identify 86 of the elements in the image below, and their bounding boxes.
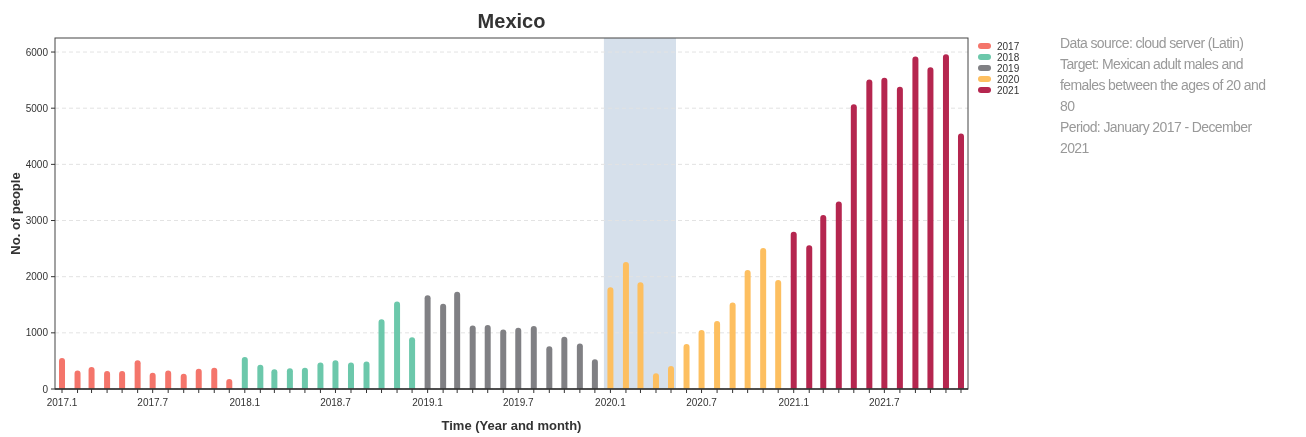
bar (683, 344, 690, 389)
bar (317, 362, 324, 389)
bar (88, 367, 95, 389)
bar (591, 359, 598, 389)
x-tick-label: 2019.1 (412, 397, 444, 408)
x-tick-label: 2018.1 (229, 397, 261, 408)
bar (469, 325, 476, 389)
bar (714, 321, 721, 389)
bar (74, 370, 81, 389)
bar (515, 327, 522, 389)
bar (484, 324, 491, 389)
x-axis-title: Time (Year and month) (441, 418, 582, 433)
bar (104, 371, 111, 389)
bar (440, 303, 447, 389)
bar (211, 367, 218, 389)
bar (241, 356, 248, 389)
bar (881, 77, 888, 389)
bar (942, 54, 949, 389)
bar (409, 337, 416, 389)
bar (820, 214, 827, 389)
bar (271, 369, 278, 389)
chart-title: Mexico (477, 10, 546, 32)
bar (607, 287, 614, 389)
bar (790, 231, 797, 389)
bar (424, 295, 431, 389)
x-tick-label: 2017.1 (46, 397, 78, 408)
legend-label: 2018 (997, 51, 1020, 63)
bar (850, 104, 857, 389)
bar (286, 368, 293, 389)
bar (896, 86, 903, 389)
bar (729, 302, 736, 389)
legend-label: 2019 (997, 62, 1020, 74)
bar (927, 67, 934, 389)
bar (698, 330, 705, 389)
x-tick-label: 2020.1 (595, 397, 627, 408)
x-tick-label: 2019.7 (502, 397, 534, 408)
x-tick-label: 2020.7 (686, 397, 718, 408)
bar (775, 280, 782, 389)
x-tick-label: 2017.7 (137, 397, 169, 408)
bar (576, 343, 583, 389)
source-note: Data source: cloud server (Latin) (1060, 35, 1244, 51)
y-tick-label: 5000 (25, 102, 49, 114)
bar (561, 336, 568, 389)
y-tick-label: 3000 (25, 215, 49, 227)
bar (500, 329, 507, 389)
bar (637, 282, 644, 389)
y-tick-label: 6000 (25, 46, 49, 58)
bar (652, 373, 659, 389)
bar (301, 367, 308, 389)
bar (394, 301, 401, 389)
y-tick-label: 0 (42, 383, 49, 395)
x-tick-label: 2021.7 (869, 397, 901, 408)
bar (332, 360, 339, 389)
bar (165, 370, 172, 389)
bar (622, 262, 629, 389)
bar (546, 346, 553, 389)
legend-label: 2017 (997, 40, 1020, 52)
bar (347, 362, 354, 389)
bar (454, 291, 461, 389)
x-tick-label: 2021.1 (778, 397, 810, 408)
bar (760, 248, 767, 389)
bar (59, 358, 66, 389)
bar (744, 269, 751, 389)
legend-label: 2020 (997, 73, 1020, 85)
bar (668, 365, 675, 389)
bar (378, 319, 385, 389)
bar (119, 371, 126, 389)
bar (866, 79, 873, 389)
text: Target: Mexican adult males and females between the ages of 20 and 80 (1060, 56, 1266, 114)
bar (149, 372, 156, 389)
y-tick-label: 2000 (25, 271, 49, 283)
bar (530, 326, 537, 389)
bar (134, 360, 141, 389)
text: Period: January 2017 - December 2021 (1060, 119, 1253, 156)
bar (912, 56, 919, 389)
y-tick-label: 1000 (25, 327, 49, 339)
bar (806, 245, 813, 389)
bar (957, 133, 964, 389)
bar (195, 368, 202, 389)
bar (363, 361, 370, 389)
x-tick-label: 2018.7 (320, 397, 352, 408)
bar (257, 364, 264, 389)
y-tick-label: 4000 (25, 158, 49, 170)
bar (835, 201, 842, 389)
y-axis-title: No. of people (8, 172, 23, 255)
legend-label: 2021 (997, 84, 1020, 96)
